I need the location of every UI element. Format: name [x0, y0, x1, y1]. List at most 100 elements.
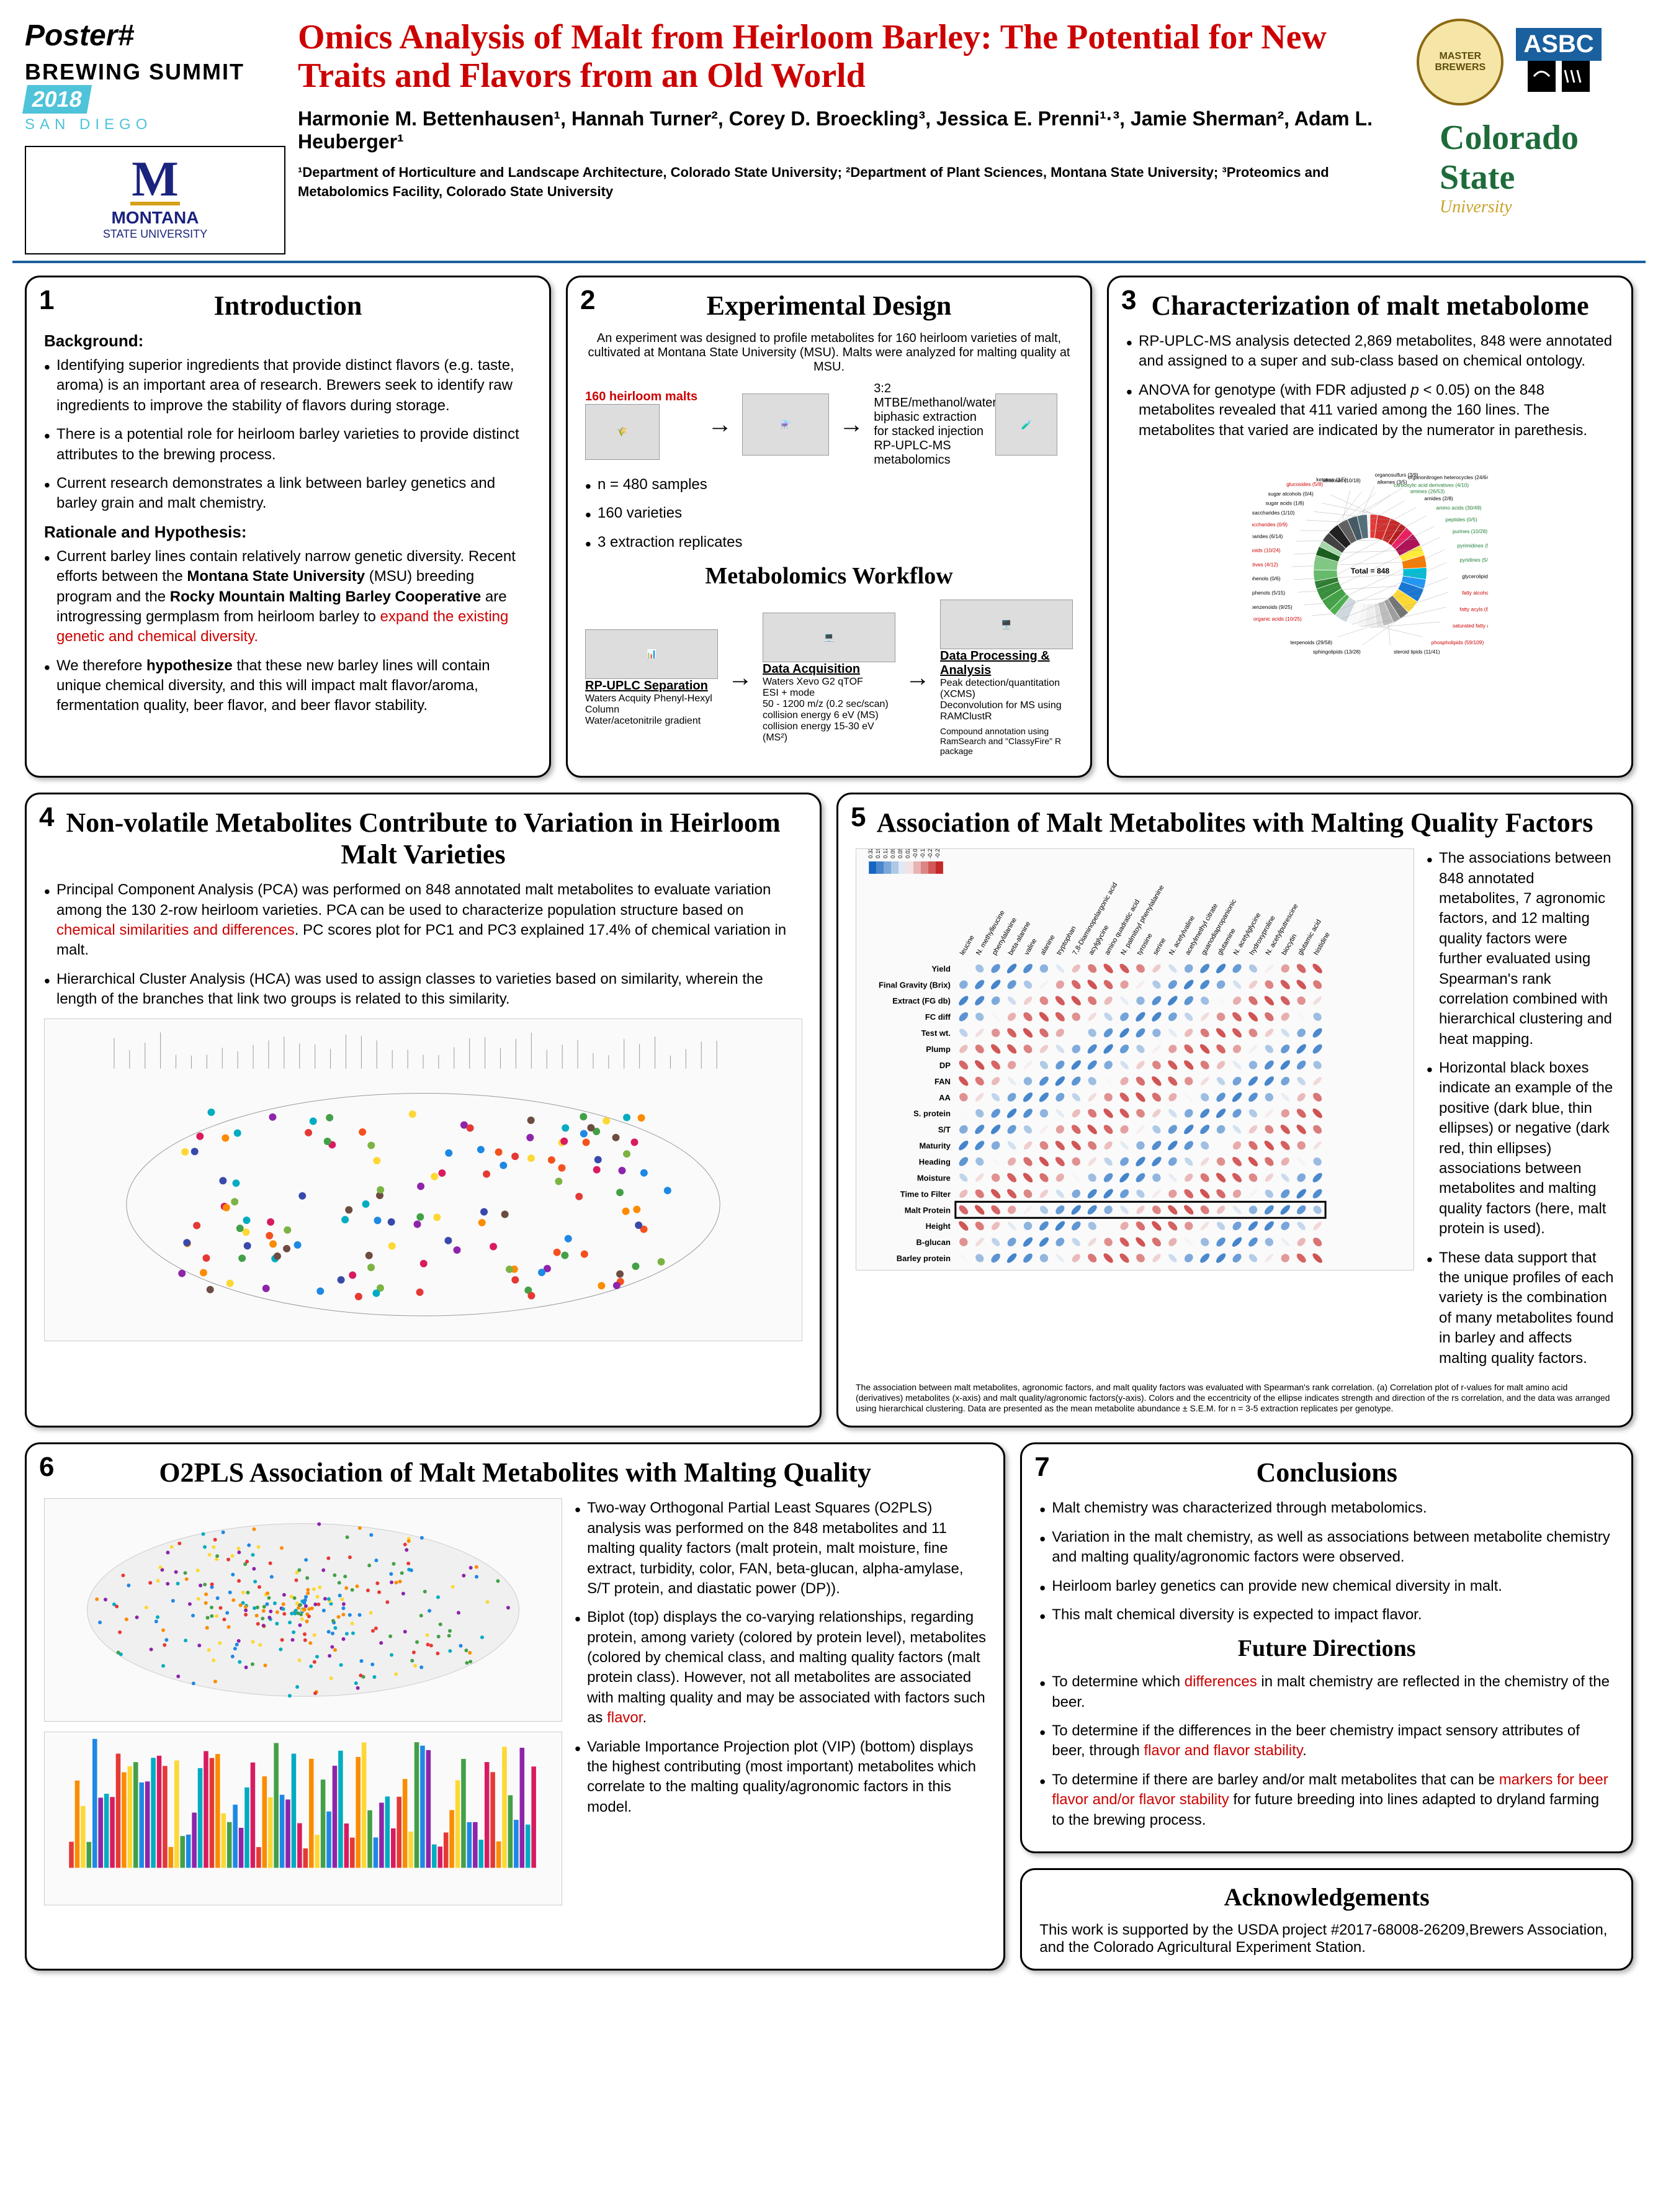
header-right: MASTER BREWERS ASBC Colorado State Unive…	[1385, 19, 1633, 217]
list-item: The associations between 848 annotated m…	[1427, 848, 1614, 1050]
svg-text:-0.28: -0.28	[934, 849, 941, 858]
poster-number: Poster#	[25, 19, 285, 53]
svg-text:0.12: 0.12	[882, 849, 889, 858]
exp-flow-row: 160 heirloom malts 🌾 → ⚗️ → 3:2 MTBE/met…	[585, 382, 1073, 467]
svg-text:Malt Protein: Malt Protein	[905, 1205, 951, 1215]
arrow-icon: →	[839, 411, 864, 439]
svg-text:S. protein: S. protein	[913, 1109, 951, 1118]
svg-text:B-glucan: B-glucan	[916, 1238, 950, 1247]
affiliations: ¹Department of Horticulture and Landscap…	[298, 163, 1373, 202]
svg-text:DP: DP	[939, 1061, 951, 1070]
svg-text:organic acids (10/25): organic acids (10/25)	[1253, 616, 1302, 622]
list-item: Biplot (top) displays the co-varying rel…	[575, 1607, 986, 1728]
svg-text:steroid lipids (11/41): steroid lipids (11/41)	[1394, 649, 1440, 655]
svg-text:saturated fatty acids (2/14): saturated fatty acids (2/14)	[1453, 623, 1488, 629]
list-item: There is a potential role for heirloom b…	[44, 425, 532, 465]
svg-text:serine: serine	[1152, 937, 1167, 956]
list-item: n = 480 samples	[585, 475, 1073, 495]
svg-text:oligosaccharides (1/10): oligosaccharides (1/10)	[1252, 510, 1295, 516]
list-item: Principal Component Analysis (PCA) was p…	[44, 880, 802, 961]
extraction-image: ⚗️	[742, 393, 829, 456]
list-item: Two-way Orthogonal Partial Least Squares…	[575, 1498, 986, 1599]
svg-text:alkenes (3/5): alkenes (3/5)	[1377, 479, 1407, 485]
list-item: 3 extraction replicates	[585, 533, 1073, 552]
list-item: These data support that the unique profi…	[1427, 1248, 1614, 1369]
svg-text:purines (10/28): purines (10/28)	[1453, 528, 1487, 534]
svg-text:0.05: 0.05	[897, 849, 903, 858]
svg-text:Height: Height	[926, 1221, 951, 1231]
asbc-icon	[1528, 61, 1590, 92]
svg-text:pyridines (5/11): pyridines (5/11)	[1459, 557, 1488, 563]
svg-text:histidine: histidine	[1312, 931, 1331, 956]
panel-experimental-design: 2 Experimental Design An experiment was …	[566, 276, 1092, 778]
vials-image: 🧪	[995, 393, 1057, 456]
svg-text:S/T: S/T	[938, 1125, 951, 1135]
list-item: Variable Importance Projection plot (VIP…	[575, 1737, 986, 1818]
list-item: Hierarchical Cluster Analysis (HCA) was …	[44, 969, 802, 1010]
list-item: To determine which differences in malt c…	[1039, 1672, 1614, 1712]
vip-barplot	[44, 1732, 562, 1905]
svg-text:Plump: Plump	[926, 1045, 951, 1054]
svg-text:organonitrogen heterocycles (2: organonitrogen heterocycles (24/64)	[1408, 474, 1488, 480]
svg-text:Test wt.: Test wt.	[921, 1028, 951, 1038]
panel-acknowledgements: Acknowledgements This work is supported …	[1020, 1868, 1633, 1971]
brewing-summit-logo: BREWING SUMMIT 2018 SAN DIEGO	[25, 59, 285, 133]
svg-text:Barley protein: Barley protein	[897, 1254, 951, 1263]
svg-text:flavonoids (10/24): flavonoids (10/24)	[1252, 547, 1281, 554]
list-item: Current research demonstrates a link bet…	[44, 474, 532, 514]
svg-text:fatty acyls (61/75): fatty acyls (61/75)	[1459, 606, 1488, 613]
svg-text:sugar alcohols (0/4): sugar alcohols (0/4)	[1268, 490, 1314, 497]
panel-heatmap: 5 Association of Malt Metabolites with M…	[836, 793, 1633, 1427]
list-item: To determine if the differences in the b…	[1039, 1721, 1614, 1761]
svg-text:Total = 848: Total = 848	[1351, 567, 1390, 575]
svg-text:N. methylleucine: N. methylleucine	[975, 909, 1006, 956]
svg-text:sugar acids (1/8): sugar acids (1/8)	[1265, 500, 1304, 506]
svg-text:FAN: FAN	[934, 1077, 951, 1086]
heatmap-caption: The association between malt metabolites…	[856, 1382, 1614, 1413]
header-center: Omics Analysis of Malt from Heirloom Bar…	[298, 19, 1373, 202]
svg-text:leucine: leucine	[959, 934, 976, 956]
svg-text:Time to Filter: Time to Filter	[900, 1190, 951, 1199]
svg-text:pyrimidines (5/14): pyrimidines (5/14)	[1458, 542, 1488, 549]
svg-text:Maturity: Maturity	[919, 1141, 951, 1151]
panel-pca: 4 Non-volatile Metabolites Contribute to…	[25, 793, 822, 1427]
header-left: Poster# BREWING SUMMIT 2018 SAN DIEGO M …	[25, 19, 285, 254]
authors: Harmonie M. Bettenhausen¹, Hannah Turner…	[298, 107, 1373, 153]
correlation-heatmap: 0.320.190.120.090.050.02-0.08-0.12-0.23-…	[856, 848, 1414, 1270]
list-item: ANOVA for genotype (with FDR adjusted p …	[1126, 380, 1614, 441]
arrow-icon: →	[728, 664, 753, 692]
svg-text:disaccharides (0/9): disaccharides (0/9)	[1252, 521, 1288, 528]
svg-text:0.09: 0.09	[890, 849, 896, 858]
pca-scatter-plot	[44, 1018, 802, 1341]
svg-text:Yield: Yield	[931, 964, 951, 974]
svg-text:amines (26/53): amines (26/53)	[1410, 488, 1445, 495]
svg-text:amides (2/8): amides (2/8)	[1424, 495, 1453, 501]
svg-text:terpenoids (29/58): terpenoids (29/58)	[1290, 639, 1332, 645]
svg-text:AA: AA	[939, 1093, 951, 1102]
list-item: Heirloom barley genetics can provide new…	[1039, 1576, 1614, 1596]
svg-text:0.19: 0.19	[875, 849, 881, 858]
arrow-icon: →	[905, 664, 930, 692]
svg-text:0.32: 0.32	[867, 849, 874, 858]
panel-introduction: 1 Introduction Background: Identifying s…	[25, 276, 551, 778]
svg-text:organosulfurs (3/9): organosulfurs (3/9)	[1375, 472, 1418, 478]
svg-text:-0.08: -0.08	[912, 849, 918, 858]
o2pls-biplot	[44, 1498, 562, 1722]
svg-text:valine: valine	[1023, 937, 1039, 956]
svg-text:sphingolipids (13/28): sphingolipids (13/28)	[1313, 649, 1361, 655]
svg-text:peptides (0/5): peptides (0/5)	[1446, 516, 1477, 523]
list-item: Horizontal black boxes indicate an examp…	[1427, 1058, 1614, 1239]
svg-text:ketones (1/5): ketones (1/5)	[1316, 477, 1347, 483]
svg-text:monosaccharides (6/14): monosaccharides (6/14)	[1252, 533, 1283, 539]
svg-text:phospholipids (59/109): phospholipids (59/109)	[1432, 639, 1484, 645]
panel-o2pls: 6 O2PLS Association of Malt Metabolites …	[25, 1442, 1005, 1971]
svg-text:biocytin: biocytin	[1280, 933, 1298, 956]
list-item: Current barley lines contain relatively …	[44, 547, 532, 647]
asbc-logo: ASBC	[1516, 28, 1601, 96]
svg-text:0.02: 0.02	[905, 849, 911, 858]
list-item: Malt chemistry was characterized through…	[1039, 1498, 1614, 1518]
svg-text:-0.12: -0.12	[920, 849, 926, 858]
list-item: To determine if there are barley and/or …	[1039, 1770, 1614, 1830]
svg-text:Moisture: Moisture	[917, 1174, 951, 1183]
list-item: 160 varieties	[585, 503, 1073, 523]
